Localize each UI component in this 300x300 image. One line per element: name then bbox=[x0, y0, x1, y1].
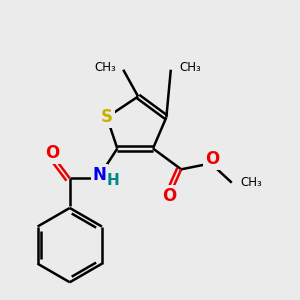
Text: S: S bbox=[101, 108, 113, 126]
Text: H: H bbox=[107, 173, 120, 188]
Text: CH₃: CH₃ bbox=[94, 61, 116, 74]
Text: O: O bbox=[162, 187, 176, 205]
Text: CH₃: CH₃ bbox=[180, 61, 202, 74]
Text: CH₃: CH₃ bbox=[241, 176, 262, 189]
Text: N: N bbox=[92, 166, 106, 184]
Text: O: O bbox=[45, 144, 59, 162]
Text: O: O bbox=[205, 150, 220, 168]
